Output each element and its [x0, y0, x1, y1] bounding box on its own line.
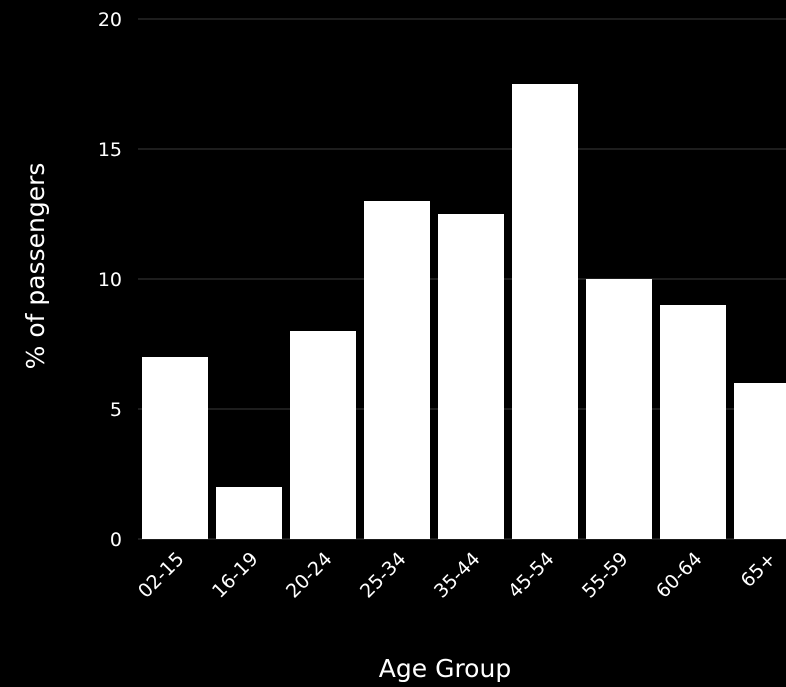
x-tick-label: 35-44 — [430, 548, 485, 603]
y-tick-label: 20 — [98, 9, 122, 31]
y-tick-label: 5 — [110, 399, 122, 421]
bar-65+ — [734, 383, 786, 539]
bars — [142, 84, 786, 539]
x-tick-label: 25-34 — [356, 548, 411, 603]
bar-16-19 — [216, 487, 282, 539]
x-tick-label: 45-54 — [504, 548, 559, 603]
x-axis-title: Age Group — [379, 654, 511, 683]
y-tick-label: 15 — [98, 139, 122, 161]
x-tick-label: 60-64 — [652, 548, 707, 603]
bar-60-64 — [660, 305, 726, 539]
x-tick-label: 16-19 — [208, 548, 263, 603]
x-tick-label: 55-59 — [578, 548, 633, 603]
bar-55-59 — [586, 279, 652, 539]
y-tick-label: 10 — [98, 269, 122, 291]
x-tick-label: 20-24 — [282, 548, 337, 603]
x-tick-label: 65+ — [737, 548, 781, 592]
bar-20-24 — [290, 331, 356, 539]
x-tick-label: 02-15 — [134, 548, 189, 603]
bar-02-15 — [142, 357, 208, 539]
y-tick-label: 0 — [110, 529, 122, 551]
bar-35-44 — [438, 214, 504, 539]
x-axis-ticks: 02-15 16-19 20-24 25-34 35-44 45-54 55-59 60-64… — [134, 548, 781, 603]
y-axis-ticks: 0 5 10 15 20 — [98, 9, 122, 551]
bar-25-34 — [364, 201, 430, 539]
bar-45-54 — [512, 84, 578, 539]
y-axis-title: % of passengers — [21, 163, 50, 370]
